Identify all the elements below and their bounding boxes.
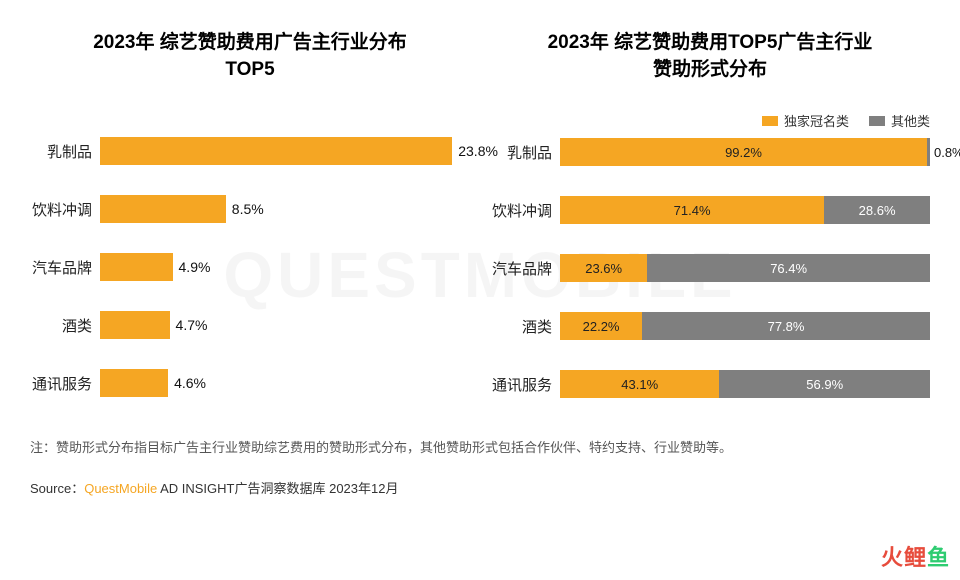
stacked-bar-segment: 99.2% xyxy=(560,138,927,166)
bar-value-label: 23.8% xyxy=(458,143,498,159)
left-chart-row: 汽车品牌4.9% xyxy=(30,253,470,281)
stacked-bar-track: 23.6% 76.4% xyxy=(560,254,930,282)
left-chart-row: 通讯服务4.6% xyxy=(30,369,470,397)
bar-value-label: 4.6% xyxy=(174,375,206,391)
segment-value-label: 99.2% xyxy=(725,145,762,160)
left-legend-spacer xyxy=(30,111,470,129)
stacked-bar-track: 43.1% 56.9% xyxy=(560,370,930,398)
right-chart-row: 通讯服务 43.1% 56.9% xyxy=(490,370,930,398)
segment-value-label: 28.6% xyxy=(859,203,896,218)
bar-value-label: 4.7% xyxy=(176,317,208,333)
legend-swatch xyxy=(762,116,778,126)
left-panel: 2023年 综艺赞助费用广告主行业分布 TOP5 乳制品23.8%饮料冲调8.5… xyxy=(30,30,470,398)
bar-segment: 8.5% xyxy=(100,195,226,223)
category-label: 饮料冲调 xyxy=(30,199,100,220)
category-label: 酒类 xyxy=(490,316,560,337)
right-chart-row: 饮料冲调 71.4% 28.6% xyxy=(490,196,930,224)
bar-track: 8.5% xyxy=(100,195,470,223)
bar-track: 4.9% xyxy=(100,253,470,281)
stacked-bar-segment: 0.8% xyxy=(927,138,930,166)
stacked-bar-segment: 23.6% xyxy=(560,254,647,282)
watermark-corner-b: 鱼 xyxy=(927,545,950,570)
segment-value-label: 23.6% xyxy=(585,261,622,276)
right-chart-row: 酒类 22.2% 77.8% xyxy=(490,312,930,340)
bar-value-label: 8.5% xyxy=(232,201,264,217)
legend-label: 其他类 xyxy=(891,111,930,130)
legend-swatch xyxy=(869,116,885,126)
bar-segment: 23.8% xyxy=(100,137,452,165)
stacked-bar-segment: 77.8% xyxy=(642,312,930,340)
source-line: Source：QuestMobile AD INSIGHT广告洞察数据库 202… xyxy=(30,478,930,497)
right-chart-legend: 独家冠名类 其他类 xyxy=(490,111,930,130)
stacked-bar-segment: 76.4% xyxy=(647,254,930,282)
segment-value-label: 43.1% xyxy=(621,377,658,392)
category-label: 汽车品牌 xyxy=(30,257,100,278)
stacked-bar-segment: 28.6% xyxy=(824,196,930,224)
category-label: 通讯服务 xyxy=(490,374,560,395)
category-label: 汽车品牌 xyxy=(490,258,560,279)
category-label: 乳制品 xyxy=(490,142,560,163)
right-panel: 2023年 综艺赞助费用TOP5广告主行业 赞助形式分布 独家冠名类 其他类 乳制… xyxy=(490,30,930,398)
stacked-bar-segment: 22.2% xyxy=(560,312,642,340)
left-chart-rows: 乳制品23.8%饮料冲调8.5%汽车品牌4.9%酒类4.7%通讯服务4.6% xyxy=(30,137,470,397)
left-chart-row: 酒类4.7% xyxy=(30,311,470,339)
bar-value-label: 4.9% xyxy=(179,259,211,275)
right-chart-row: 汽车品牌 23.6% 76.4% xyxy=(490,254,930,282)
segment-value-label: 76.4% xyxy=(770,261,807,276)
stacked-bar-track: 22.2% 77.8% xyxy=(560,312,930,340)
stacked-bar-segment: 56.9% xyxy=(719,370,930,398)
stacked-bar-track: 99.2% 0.8% xyxy=(560,138,930,166)
bar-segment: 4.9% xyxy=(100,253,173,281)
legend-item: 独家冠名类 xyxy=(762,111,849,130)
source-suffix: AD INSIGHT广告洞察数据库 2023年12月 xyxy=(157,481,398,496)
footnote: 注：赞助形式分布指目标广告主行业赞助综艺费用的赞助形式分布，其他赞助形式包括合作… xyxy=(30,438,930,458)
right-chart-row: 乳制品 99.2% 0.8% xyxy=(490,138,930,166)
category-label: 饮料冲调 xyxy=(490,200,560,221)
right-chart-title: 2023年 综艺赞助费用TOP5广告主行业 赞助形式分布 xyxy=(490,30,930,86)
right-chart-rows: 乳制品 99.2% 0.8% 饮料冲调 71.4% 28.6% 汽车品牌 23.6% 76.4%… xyxy=(490,138,930,398)
charts-container: 2023年 综艺赞助费用广告主行业分布 TOP5 乳制品23.8%饮料冲调8.5… xyxy=(30,30,930,398)
stacked-bar-track: 71.4% 28.6% xyxy=(560,196,930,224)
bar-segment: 4.6% xyxy=(100,369,168,397)
left-chart-title: 2023年 综艺赞助费用广告主行业分布 TOP5 xyxy=(30,30,470,86)
segment-value-label: 71.4% xyxy=(674,203,711,218)
bar-track: 23.8% xyxy=(100,137,470,165)
category-label: 通讯服务 xyxy=(30,373,100,394)
source-brand: QuestMobile xyxy=(84,481,157,496)
bar-segment: 4.7% xyxy=(100,311,170,339)
stacked-bar-segment: 43.1% xyxy=(560,370,719,398)
left-chart-row: 乳制品23.8% xyxy=(30,137,470,165)
legend-label: 独家冠名类 xyxy=(784,111,849,130)
segment-value-label: 56.9% xyxy=(806,377,843,392)
category-label: 酒类 xyxy=(30,315,100,336)
watermark-corner: 火鲤鱼 xyxy=(881,540,950,572)
source-prefix: Source： xyxy=(30,481,84,496)
watermark-corner-a: 火鲤 xyxy=(881,545,927,570)
category-label: 乳制品 xyxy=(30,141,100,162)
segment-value-label: 0.8% xyxy=(934,145,960,160)
legend-item: 其他类 xyxy=(869,111,930,130)
segment-value-label: 22.2% xyxy=(583,319,620,334)
page-root: QUESTMOBILE 2023年 综艺赞助费用广告主行业分布 TOP5 乳制品… xyxy=(0,0,960,580)
bar-track: 4.6% xyxy=(100,369,470,397)
bar-track: 4.7% xyxy=(100,311,470,339)
stacked-bar-segment: 71.4% xyxy=(560,196,824,224)
segment-value-label: 77.8% xyxy=(768,319,805,334)
left-chart-row: 饮料冲调8.5% xyxy=(30,195,470,223)
